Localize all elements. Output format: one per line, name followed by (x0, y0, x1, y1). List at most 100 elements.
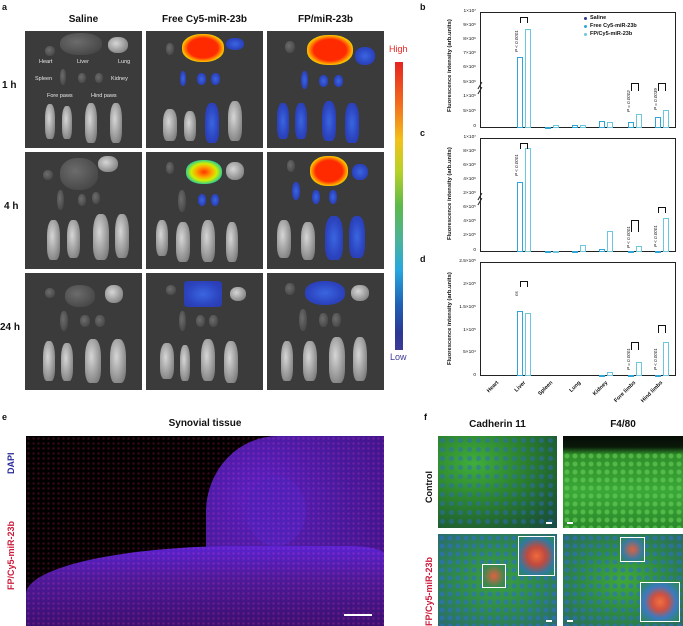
fluoro-image-cadherin-fp (438, 534, 557, 626)
significance-bracket (658, 207, 666, 213)
xtick-fore-limbs: Fore limbs (613, 380, 638, 404)
scale-bar (546, 522, 552, 524)
chart-d-ytick: 2×10⁵ (463, 282, 476, 287)
bar-c-hindlimbs-free (655, 251, 661, 253)
xtick-hind-limbs: Hind limbs (640, 380, 665, 405)
colorbar (395, 62, 403, 350)
chart-c-ytick: 0 (473, 248, 476, 253)
bar-d-liver-free (517, 311, 523, 376)
organ-label-lung: Lung (118, 59, 131, 65)
ivis-image-free-cy5-1h (146, 31, 263, 148)
fluoro-image-f480-fp (563, 534, 683, 626)
column-title-fp-mir: FP/miR-23b (297, 14, 353, 25)
bar-d-hindlimbs-free (655, 375, 661, 377)
bar-b-forelimbs-free (628, 122, 634, 128)
bar-b-forelimbs-fp (636, 114, 642, 128)
bar-d-forelimbs-fp (636, 362, 642, 376)
chart-c-ytick: 4×10⁶ (463, 177, 476, 182)
significance-bracket (520, 281, 528, 287)
channel-label-dapi: DAPI (6, 452, 16, 474)
organ-label-spleen: Spleen (35, 76, 53, 82)
chart-d-ytick: 5×10⁴ (463, 350, 476, 355)
ivis-image-fp-mir-24h (267, 273, 384, 390)
row-label-fp-cy5: FP/Cy5-miR-23b (424, 556, 434, 626)
column-title-f480: F4/80 (610, 419, 636, 430)
bar-c-lung-free (572, 251, 578, 253)
chart-d-axes (480, 262, 676, 376)
inset-magnified (640, 582, 680, 622)
zoom-region-box (620, 537, 645, 562)
significance-bracket (658, 325, 666, 333)
chart-c-ytick: 8×10⁶ (463, 149, 476, 154)
ivis-image-saline-24h (25, 273, 142, 390)
organ-label-heart: Heart (39, 59, 53, 65)
significance-bracket (520, 17, 528, 23)
inset-magnified (518, 536, 555, 576)
colorbar-high-label: High (389, 44, 408, 54)
bar-b-lung-fp (580, 125, 586, 128)
bar-c-spleen-fp (553, 251, 559, 253)
bar-c-forelimbs-free (628, 251, 634, 253)
bar-b-liver-fp (525, 29, 531, 128)
panel-e-title: Synovial tissue (168, 418, 242, 429)
p-value: P = 0.0001 (626, 348, 631, 370)
legend-item-free: Free Cy5-miR-23b (584, 22, 637, 30)
legend-item-saline: Saline (584, 14, 637, 22)
chart-c-ytick: 6×10⁵ (463, 205, 476, 210)
ivis-image-fp-mir-4h (267, 152, 384, 269)
colorbar-low-label: Low (390, 352, 407, 362)
bar-b-liver-free (517, 57, 523, 128)
bar-d-hindlimbs-fp (663, 342, 669, 376)
bar-b-hindlimbs-free (655, 117, 661, 128)
p-value: P < 0.0001 (514, 154, 519, 176)
bar-b-lung-free (572, 125, 578, 128)
chart-d-ytick: 1×10⁵ (463, 328, 476, 333)
organ-label-kidney: Kidney (111, 76, 128, 82)
chart-legend: Saline Free Cy5-miR-23b FP/Cy5-miR-23b (584, 14, 637, 38)
chart-b-ytick: 0 (473, 124, 476, 129)
ivis-image-saline-1h: Heart Liver Lung Spleen Kidney Fore paws… (25, 31, 142, 148)
panel-f-label: f (424, 412, 427, 422)
fluoro-image-f480-control (563, 436, 683, 528)
chart-b-ytick: 1×10⁶ (463, 94, 476, 99)
p-value: P < 0.0001 (514, 30, 519, 52)
significance-bracket (631, 220, 639, 232)
zoom-region-box (482, 564, 506, 588)
xtick-kidney: Kidney (592, 380, 610, 398)
row-label-24h: 24 h (0, 322, 21, 333)
bar-c-liver-free (517, 182, 523, 252)
bar-d-liver-fp (525, 313, 531, 376)
bar-c-kidney-free (599, 249, 605, 252)
channel-label-fp-cy5: FP/Cy5-miR-23b (6, 520, 16, 590)
p-value: P < 0.0001 (653, 348, 658, 370)
chart-b-ytick: 5×10⁵ (463, 109, 476, 114)
p-value: P < 0.0001 (653, 225, 658, 247)
bar-b-hindlimbs-fp (663, 110, 669, 128)
bar-c-kidney-fp (607, 231, 613, 252)
legend-item-fp: FP/Cy5-miR-23b (584, 30, 637, 38)
bar-c-forelimbs-fp (636, 246, 642, 252)
significance-bracket (631, 342, 639, 350)
chart-c-ytick: 6×10⁶ (463, 163, 476, 168)
chart-b-axes (480, 12, 676, 128)
chart-d-ytick: 0 (473, 373, 476, 378)
panel-d-label: d (420, 254, 426, 264)
bar-b-spleen-free (545, 127, 551, 129)
chart-d-ytick: 2.5×10⁵ (459, 259, 476, 264)
organ-label-liver: Liver (77, 59, 89, 65)
column-title-free-cy5: Free Cy5-miR-23b (161, 14, 248, 25)
xtick-liver: Liver (513, 380, 528, 394)
ivis-image-free-cy5-4h (146, 152, 263, 269)
chart-c-ytick: 1×10⁷ (463, 135, 476, 140)
legend-dot-icon (584, 32, 587, 36)
chart-b-ytick: 8×10⁶ (463, 37, 476, 42)
chart-b-ytick: 7×10⁶ (463, 51, 476, 56)
xtick-heart: Heart (486, 380, 501, 395)
bar-c-spleen-free (545, 251, 551, 253)
bar-c-hindlimbs-fp (663, 218, 669, 252)
organ-label-fore-paws: Fore paws (47, 93, 73, 99)
panel-b-label: b (420, 2, 426, 12)
significance-bracket (631, 83, 639, 91)
panel-c-label: c (420, 128, 426, 138)
scale-bar (344, 614, 372, 616)
